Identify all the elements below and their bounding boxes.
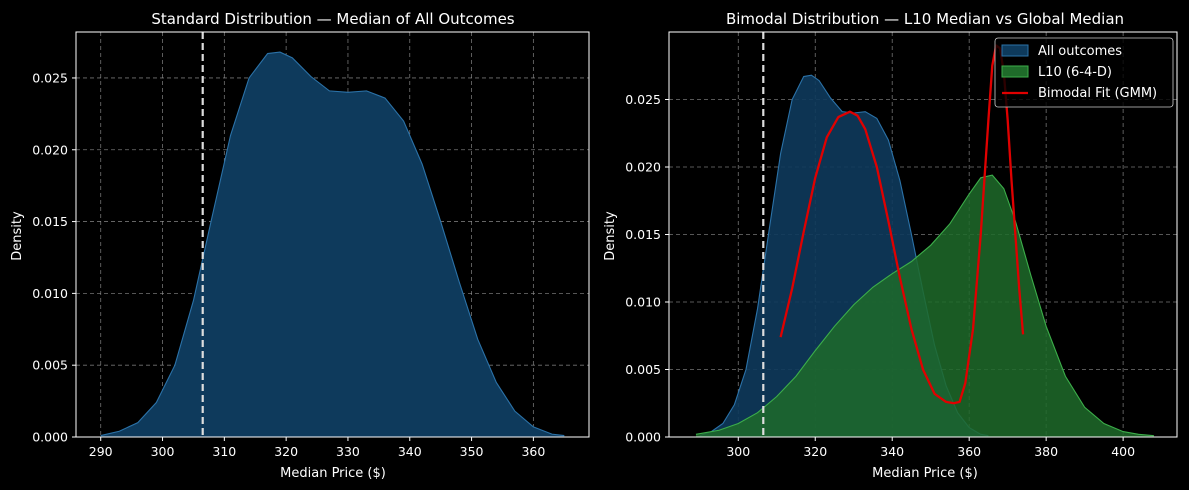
- x-tick-layer: 290 300 310 320 330 340 350 360: [89, 437, 545, 459]
- x-tick-label: 300: [151, 444, 175, 459]
- y-axis-label: Density: [603, 211, 618, 261]
- y-tick-label: 0.010: [625, 295, 661, 310]
- spine-layer: [75, 31, 590, 438]
- x-tick-label: 300: [726, 444, 750, 459]
- legend-frame: [994, 37, 1174, 108]
- y-tick-label: 0.005: [625, 362, 661, 377]
- x-tick-label: 340: [880, 444, 904, 459]
- legend-label-l10: L10 (6-4-D): [1038, 65, 1112, 80]
- chart-title: Bimodal Distribution — L10 Median vs Glo…: [726, 10, 1124, 28]
- series-outline-l10-6-4-d: [695, 174, 1154, 437]
- series-area-l10-6-4-d: [695, 175, 1154, 437]
- x-tick-label: 340: [398, 444, 422, 459]
- x-tick-layer: 300 320 340 360 380 400: [726, 437, 1135, 459]
- x-tick-label: 350: [460, 444, 484, 459]
- y-tick-label: 0.015: [32, 214, 68, 229]
- y-tick-layer: 0.000 0.005 0.010 0.015 0.020 0.025: [32, 70, 76, 445]
- y-tick-label: 0.015: [625, 227, 661, 242]
- x-tick-label: 310: [212, 444, 236, 459]
- y-axis-label: Density: [10, 211, 25, 261]
- y-tick-label: 0.000: [625, 430, 661, 445]
- bimodal-distribution-chart: Bimodal Distribution — L10 Median vs Glo…: [603, 10, 1178, 481]
- x-tick-label: 360: [957, 444, 981, 459]
- x-tick-label: 320: [274, 444, 298, 459]
- legend-swatch-all-outcomes: [1001, 44, 1029, 57]
- series-outline-all-outcomes: [100, 51, 565, 437]
- legend-label-bimodal-fit: Bimodal Fit (GMM): [1038, 86, 1157, 101]
- x-tick-label: 330: [336, 444, 360, 459]
- x-tick-label: 380: [1034, 444, 1058, 459]
- y-tick-label: 0.020: [32, 142, 68, 157]
- x-axis-label: Median Price ($): [872, 466, 978, 481]
- y-tick-layer: 0.000 0.005 0.010 0.015 0.020 0.025: [625, 92, 669, 445]
- x-tick-label: 400: [1111, 444, 1135, 459]
- legend-swatch-l10: [1001, 65, 1029, 78]
- legend: All outcomes L10 (6-4-D) Bimodal Fit (GM…: [994, 37, 1174, 108]
- series-area-all-outcomes: [100, 52, 565, 438]
- y-tick-label: 0.010: [32, 286, 68, 301]
- y-tick-label: 0.025: [625, 92, 661, 107]
- y-tick-label: 0.025: [32, 70, 68, 85]
- chart-title: Standard Distribution — Median of All Ou…: [151, 10, 514, 28]
- plot-frame: [75, 31, 590, 438]
- standard-distribution-chart: Standard Distribution — Median of All Ou…: [10, 10, 590, 481]
- x-tick-label: 360: [521, 444, 545, 459]
- x-tick-label: 290: [89, 444, 113, 459]
- legend-label-all-outcomes: All outcomes: [1038, 44, 1122, 59]
- x-axis-label: Median Price ($): [280, 466, 386, 481]
- area-layer: [100, 51, 565, 438]
- y-tick-label: 0.020: [625, 160, 661, 175]
- x-tick-label: 320: [803, 444, 827, 459]
- y-tick-label: 0.000: [32, 430, 68, 445]
- y-tick-label: 0.005: [32, 358, 68, 373]
